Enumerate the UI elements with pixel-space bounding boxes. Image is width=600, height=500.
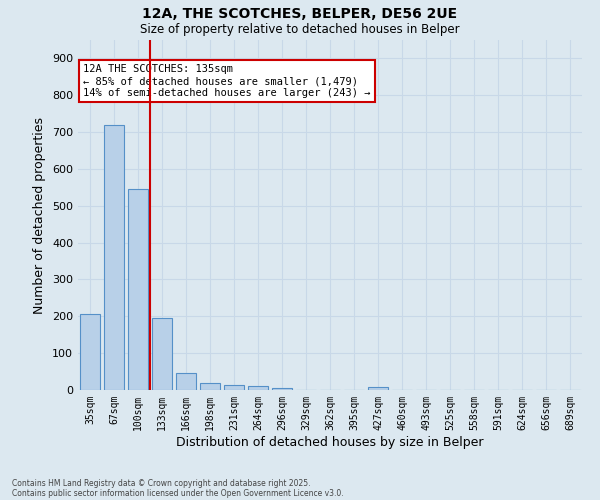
Text: 12A THE SCOTCHES: 135sqm
← 85% of detached houses are smaller (1,479)
14% of sem: 12A THE SCOTCHES: 135sqm ← 85% of detach… bbox=[83, 64, 371, 98]
Bar bbox=[176, 372, 196, 390]
Bar bbox=[224, 385, 244, 390]
X-axis label: Distribution of detached houses by size in Belper: Distribution of detached houses by size … bbox=[176, 436, 484, 448]
Bar bbox=[128, 189, 148, 390]
Bar bbox=[368, 388, 388, 390]
Bar bbox=[248, 386, 268, 390]
Bar bbox=[80, 314, 100, 390]
Bar bbox=[152, 318, 172, 390]
Bar bbox=[272, 388, 292, 390]
Y-axis label: Number of detached properties: Number of detached properties bbox=[34, 116, 46, 314]
Text: 12A, THE SCOTCHES, BELPER, DE56 2UE: 12A, THE SCOTCHES, BELPER, DE56 2UE bbox=[142, 8, 458, 22]
Text: Contains HM Land Registry data © Crown copyright and database right 2025.: Contains HM Land Registry data © Crown c… bbox=[12, 478, 311, 488]
Text: Contains public sector information licensed under the Open Government Licence v3: Contains public sector information licen… bbox=[12, 488, 344, 498]
Text: Size of property relative to detached houses in Belper: Size of property relative to detached ho… bbox=[140, 22, 460, 36]
Bar bbox=[200, 382, 220, 390]
Bar bbox=[104, 124, 124, 390]
